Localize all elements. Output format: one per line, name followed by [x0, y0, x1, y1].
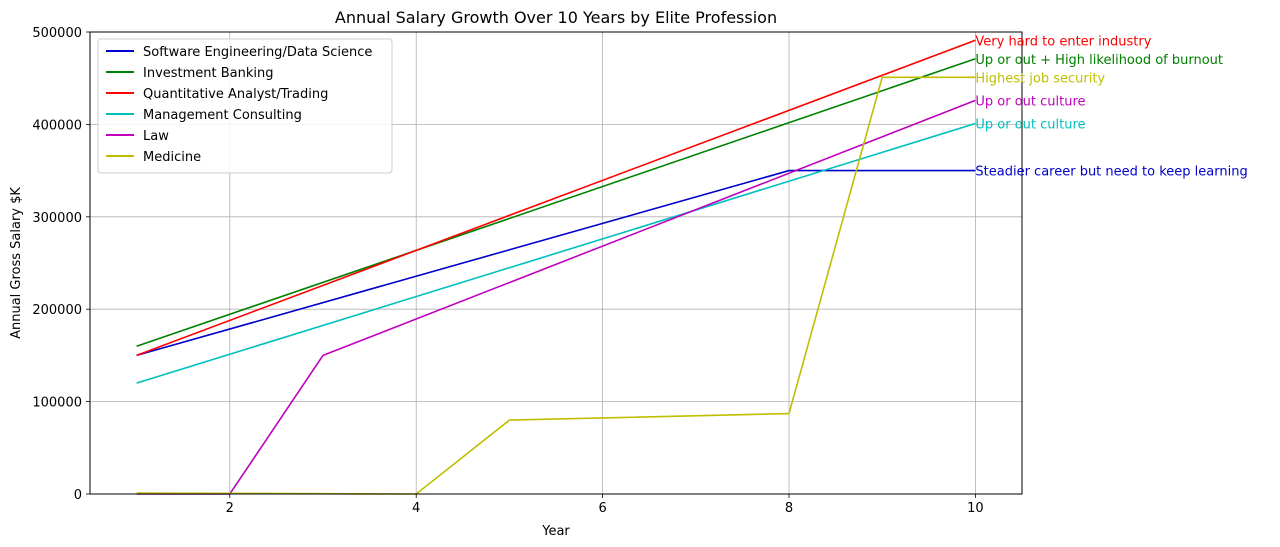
series-annotation: Very hard to enter industry [975, 34, 1151, 49]
legend-label: Investment Banking [143, 66, 274, 81]
x-tick-label: 8 [785, 501, 793, 516]
x-axis-title: Year [541, 524, 570, 539]
chart-title: Annual Salary Growth Over 10 Years by El… [335, 8, 777, 27]
legend-label: Management Consulting [143, 108, 302, 123]
y-tick-label: 400000 [32, 118, 82, 133]
y-axis-title: Annual Gross Salary $K [9, 187, 24, 339]
y-tick-label: 100000 [32, 396, 82, 411]
legend-label: Software Engineering/Data Science [143, 45, 372, 60]
y-tick-label: 0 [74, 488, 82, 503]
y-tick-label: 300000 [32, 211, 82, 226]
legend-label: Medicine [143, 150, 201, 165]
series-annotations: Steadier career but need to keep learnin… [975, 34, 1247, 179]
x-tick-label: 4 [412, 501, 420, 516]
legend-label: Quantitative Analyst/Trading [143, 87, 328, 102]
legend-box [97, 38, 393, 174]
series-line [136, 39, 976, 357]
y-tick-label: 200000 [32, 303, 82, 318]
series-line [136, 169, 976, 357]
x-tick-label: 6 [598, 501, 606, 516]
series-line [136, 122, 976, 384]
series-annotation: Up or out culture [975, 94, 1085, 109]
legend: Software Engineering/Data Science Investm… [97, 38, 393, 174]
series-annotation: Up or out culture [975, 117, 1085, 132]
x-tick-label: 2 [226, 501, 234, 516]
series-annotation: Highest job security [975, 71, 1105, 86]
axis-ticks: 2 4 6 8 10 0 100000 200000 300000 400000 500000 [32, 26, 983, 516]
legend-label: Law [143, 129, 169, 144]
series-annotation: Up or out + High likelihood of burnout [975, 53, 1223, 68]
plot-frame [89, 31, 1023, 495]
series-annotation: Steadier career but need to keep learnin… [975, 165, 1247, 180]
x-tick-label: 10 [967, 501, 984, 516]
y-tick-label: 500000 [32, 26, 82, 41]
series-line [136, 58, 976, 347]
